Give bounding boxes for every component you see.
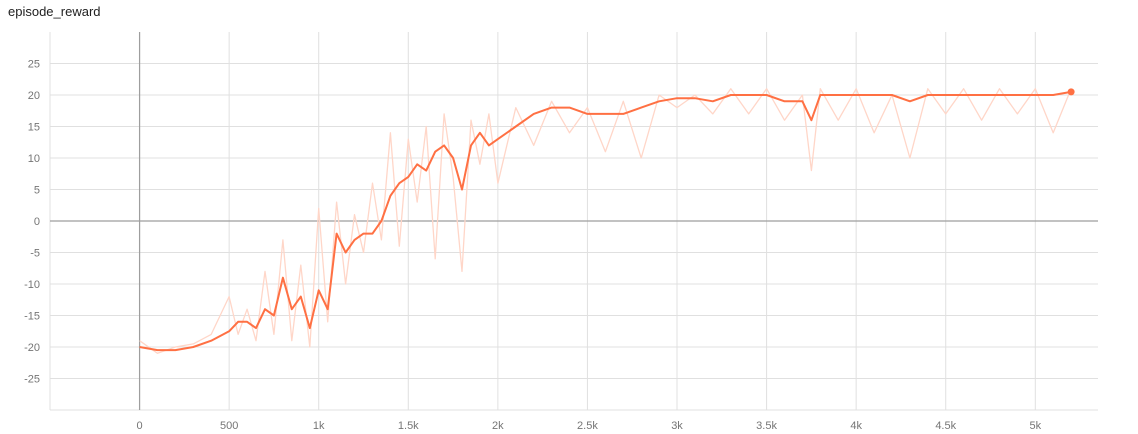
smoothed-series: [139, 88, 1075, 352]
y-tick-label: 15: [28, 122, 40, 134]
x-tick-label: 1k: [313, 420, 325, 432]
x-tick-label: 1.5k: [398, 420, 419, 432]
y-tick-label: -10: [24, 279, 40, 291]
tick-labels: 0 500 1k 1.5k 2k 2.5k 3k 3.5k 4k 4.5k 5k -25 -20 -15 -…: [24, 59, 1042, 433]
raw-series-line: [139, 88, 1072, 354]
x-tick-label: 2k: [492, 420, 504, 432]
y-tick-label: -5: [30, 248, 40, 260]
axes: [49, 32, 1098, 411]
y-tick-label: -25: [24, 374, 40, 386]
x-tick-label: 4k: [850, 420, 862, 432]
chart-title: episode_reward: [8, 4, 101, 19]
y-tick-label: 0: [34, 216, 40, 228]
y-tick-label: 5: [34, 185, 40, 197]
x-tick-label: 5k: [1029, 420, 1041, 432]
y-tick-label: -20: [24, 342, 40, 354]
y-tick-label: -15: [24, 311, 40, 323]
x-tick-label: 3k: [671, 420, 683, 432]
x-tick-label: 3.5k: [756, 420, 777, 432]
raw-series: [139, 88, 1072, 354]
series-end-marker: [1067, 88, 1075, 96]
y-tick-label: 10: [28, 153, 40, 165]
y-tick-label: 20: [28, 90, 40, 102]
x-tick-label: 2.5k: [577, 420, 598, 432]
x-tick-label: 4.5k: [935, 420, 956, 432]
x-tick-label: 0: [137, 420, 143, 432]
y-tick-label: 25: [28, 59, 40, 71]
smoothed-series-line: [139, 90, 1072, 352]
x-tick-label: 500: [220, 420, 238, 432]
